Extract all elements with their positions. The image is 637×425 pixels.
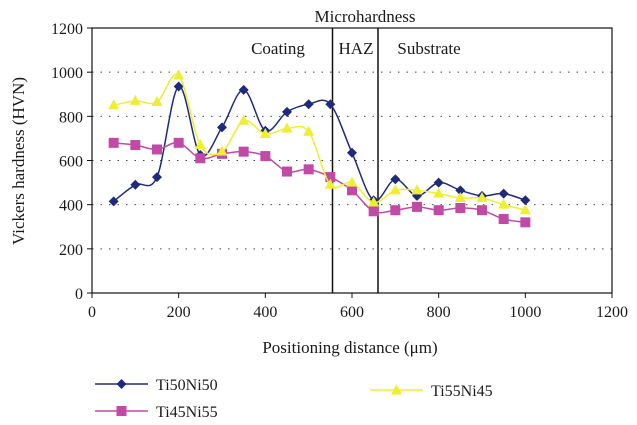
data-point-square	[303, 164, 314, 175]
data-point-diamond	[303, 99, 314, 110]
data-point-square	[260, 151, 271, 162]
data-point-diamond	[152, 172, 162, 183]
data-point-square	[368, 206, 379, 217]
data-point-square	[412, 201, 422, 212]
data-point-square	[477, 205, 487, 216]
data-point-square	[390, 205, 401, 216]
x-tick-label: 200	[167, 304, 191, 321]
data-point-square	[108, 137, 119, 148]
data-point-diamond	[238, 84, 249, 95]
data-point-triangle	[411, 184, 423, 195]
data-point-square	[282, 166, 292, 177]
legend-label-ti45ni55: Ti45Ni55	[156, 404, 218, 421]
data-point-triangle	[238, 114, 250, 125]
data-point-diamond	[130, 179, 141, 190]
legend-item-ti45ni55: Ti45Ni55	[95, 404, 218, 421]
data-point-square	[325, 172, 336, 183]
data-point-diamond	[217, 122, 227, 133]
data-point-triangle	[476, 192, 488, 203]
data-point-triangle	[259, 128, 271, 138]
tick-labels: 0 200 400 600 800 1000 1200 0 200 400 600 800 1000 12…	[51, 21, 628, 321]
data-point-square	[238, 146, 249, 157]
y-axis-label: Vickers hardness (HVN)	[9, 77, 28, 245]
data-point-diamond	[520, 195, 531, 206]
region-dividers	[331, 28, 379, 293]
data-point-triangle	[433, 187, 445, 198]
data-point-diamond	[498, 188, 509, 199]
data-point-square	[173, 137, 184, 148]
series-ti55ni45	[108, 69, 531, 215]
legend-label-ti55ni45: Ti55Ni45	[431, 383, 493, 400]
y-tick-label: 200	[59, 242, 83, 259]
gridlines	[92, 27, 612, 250]
region-label-coating: Coating	[251, 39, 305, 58]
data-point-triangle	[151, 95, 163, 106]
y-tick-label: 0	[75, 286, 83, 303]
data-point-triangle	[281, 122, 293, 133]
region-label-substrate: Substrate	[397, 39, 460, 58]
legend-item-ti50ni50: Ti50Ni50	[95, 377, 218, 394]
data-point-triangle	[194, 139, 206, 150]
legend-marker-triangle-icon	[391, 384, 402, 395]
data-point-square	[195, 153, 206, 164]
data-point-diamond	[347, 147, 357, 158]
data-point-diamond	[325, 99, 336, 110]
data-point-triangle	[173, 69, 185, 80]
data-point-diamond	[282, 106, 292, 117]
legend-marker-square-icon	[116, 406, 127, 416]
y-tick-label: 400	[59, 198, 83, 215]
data-point-square	[347, 185, 357, 196]
data-point-triangle	[346, 176, 358, 187]
data-point-triangle	[129, 94, 141, 105]
legend: Ti50Ni50 Ti45Ni55 Ti55Ni45	[95, 377, 493, 421]
data-point-triangle	[519, 204, 531, 215]
x-axis-label: Positioning distance (μm)	[262, 338, 437, 357]
x-tick-label: 800	[427, 304, 451, 321]
data-point-triangle	[498, 198, 510, 209]
y-tick-label: 1000	[51, 65, 83, 82]
data-point-triangle	[303, 125, 315, 136]
x-tick-label: 0	[88, 304, 96, 321]
data-point-square	[455, 202, 466, 213]
x-tick-label: 600	[340, 304, 364, 321]
data-point-diamond	[433, 177, 444, 188]
x-tick-label: 1000	[509, 304, 541, 321]
data-point-triangle	[389, 184, 401, 195]
y-tick-label: 800	[59, 109, 83, 126]
data-point-diamond	[455, 185, 466, 196]
data-point-triangle	[216, 145, 228, 156]
series-layer	[108, 69, 531, 228]
y-tick-label: 600	[59, 154, 83, 171]
legend-marker-diamond-icon	[116, 379, 127, 389]
data-point-triangle	[324, 178, 336, 189]
data-point-diamond	[108, 196, 119, 207]
chart-title: Microhardness	[314, 7, 415, 26]
data-point-square	[498, 214, 509, 225]
x-tick-label: 400	[253, 304, 277, 321]
legend-label-ti50ni50: Ti50Ni50	[156, 377, 218, 394]
data-point-square	[433, 205, 444, 216]
data-point-triangle	[108, 99, 120, 110]
data-point-triangle	[368, 196, 380, 207]
y-tick-label: 1200	[51, 21, 83, 38]
x-tick-label: 1200	[596, 304, 628, 321]
data-point-diamond	[390, 174, 401, 185]
legend-item-ti55ni45: Ti55Ni45	[370, 383, 493, 400]
region-label-haz: HAZ	[339, 39, 374, 58]
data-point-diamond	[173, 81, 184, 92]
data-point-square	[520, 217, 531, 228]
data-point-square	[152, 144, 162, 155]
data-point-triangle	[454, 192, 466, 203]
series-ti45ni55	[108, 137, 531, 228]
data-point-square	[130, 140, 141, 151]
